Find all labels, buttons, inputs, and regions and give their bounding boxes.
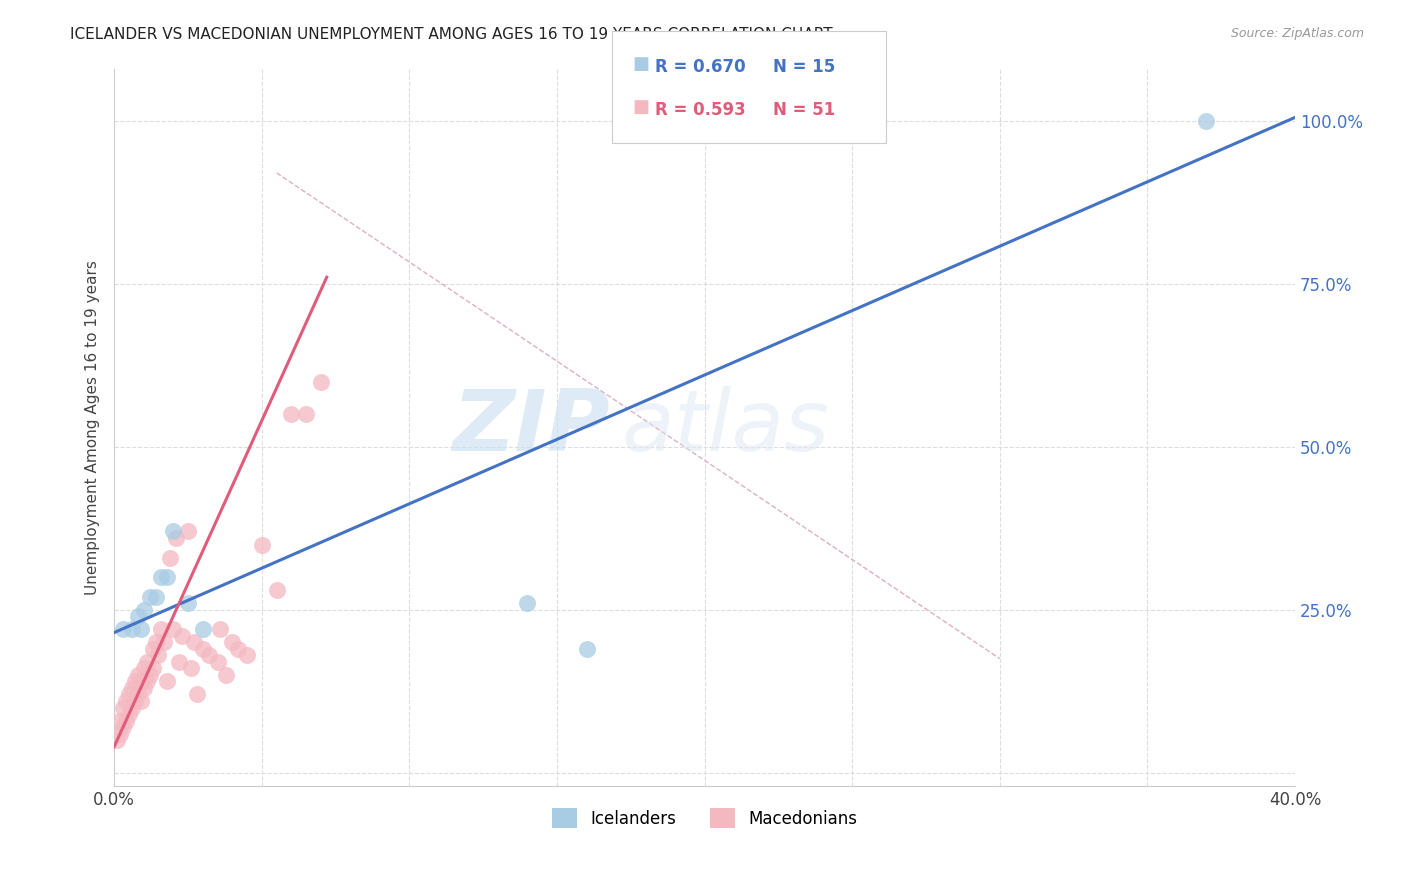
Point [135, 674, 157, 689]
Point [156, 674, 179, 689]
Point [150, 570, 173, 584]
Point [115, 714, 138, 728]
Text: R = 0.670: R = 0.670 [655, 58, 745, 76]
Text: N = 15: N = 15 [773, 58, 835, 76]
Point [112, 720, 135, 734]
Point [575, 641, 598, 656]
Point [1195, 113, 1218, 128]
Point [295, 407, 318, 421]
Point [186, 688, 208, 702]
Point [145, 635, 167, 649]
Point [250, 537, 273, 551]
Point [167, 655, 190, 669]
Point [177, 524, 200, 539]
Text: N = 51: N = 51 [773, 101, 835, 119]
Point [180, 661, 202, 675]
Point [148, 648, 170, 663]
Point [159, 550, 181, 565]
Point [280, 407, 302, 421]
Point [121, 622, 143, 636]
Point [112, 622, 135, 636]
Text: ■: ■ [633, 98, 650, 116]
Point [121, 700, 143, 714]
Point [121, 681, 143, 695]
Text: ■: ■ [633, 55, 650, 73]
Point [215, 668, 238, 682]
Point [124, 674, 146, 689]
Point [207, 655, 229, 669]
Point [516, 596, 538, 610]
Point [165, 531, 187, 545]
Point [191, 641, 214, 656]
Legend: Icelanders, Macedonians: Icelanders, Macedonians [546, 801, 863, 835]
Point [150, 622, 173, 636]
Text: ICELANDER VS MACEDONIAN UNEMPLOYMENT AMONG AGES 16 TO 19 YEARS CORRELATION CHART: ICELANDER VS MACEDONIAN UNEMPLOYMENT AMO… [70, 27, 832, 42]
Point [129, 694, 152, 708]
Point [127, 609, 149, 624]
Point [162, 622, 184, 636]
Y-axis label: Unemployment Among Ages 16 to 19 years: Unemployment Among Ages 16 to 19 years [86, 260, 100, 595]
Point [191, 622, 214, 636]
Point [129, 622, 152, 636]
Point [172, 629, 194, 643]
Point [115, 694, 138, 708]
Point [127, 668, 149, 682]
Point [132, 603, 155, 617]
Point [108, 726, 131, 740]
Point [145, 590, 167, 604]
Point [153, 635, 176, 649]
Point [162, 524, 184, 539]
Point [112, 700, 135, 714]
Point [127, 688, 149, 702]
Point [118, 688, 141, 702]
Point [177, 596, 200, 610]
Point [236, 648, 259, 663]
Point [209, 622, 232, 636]
Point [138, 590, 160, 604]
Point [108, 714, 131, 728]
Point [132, 661, 155, 675]
Text: Source: ZipAtlas.com: Source: ZipAtlas.com [1230, 27, 1364, 40]
Point [197, 648, 219, 663]
Point [142, 641, 165, 656]
Text: R = 0.593: R = 0.593 [655, 101, 747, 119]
Point [105, 733, 128, 747]
Point [221, 635, 243, 649]
Point [226, 641, 249, 656]
Point [138, 668, 160, 682]
Point [266, 583, 288, 598]
Point [135, 655, 157, 669]
Point [156, 570, 179, 584]
Text: atlas: atlas [621, 385, 830, 468]
Point [124, 694, 146, 708]
Point [183, 635, 205, 649]
Point [118, 707, 141, 722]
Point [142, 661, 165, 675]
Point [309, 375, 332, 389]
Point [132, 681, 155, 695]
Point [129, 674, 152, 689]
Text: ZIP: ZIP [453, 385, 610, 468]
